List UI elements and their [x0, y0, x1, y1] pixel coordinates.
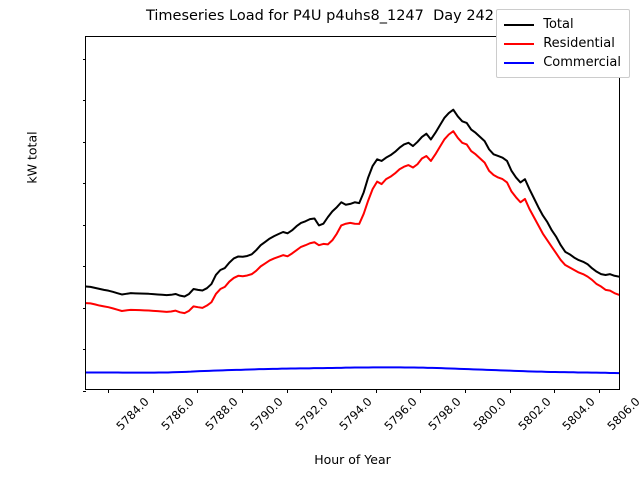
x-tick-mark [331, 389, 333, 393]
legend-label: Total [543, 17, 574, 32]
legend-entry-commercial[interactable]: Commercial [504, 53, 621, 72]
y-tick-mark [82, 224, 86, 226]
legend-swatch-total-icon [504, 23, 535, 26]
x-tick-mark [420, 389, 422, 393]
x-tick-label: 5800.0 [470, 394, 509, 433]
legend-swatch-residential-icon [504, 42, 535, 45]
x-tick-mark [464, 389, 466, 393]
y-tick-mark [82, 58, 86, 60]
x-tick-mark [286, 389, 288, 393]
x-tick-label: 5790.0 [247, 394, 286, 433]
x-tick-label: 5794.0 [336, 394, 375, 433]
x-tick-mark [598, 389, 600, 393]
x-tick-label: 5786.0 [158, 394, 197, 433]
series-line-commercial [86, 367, 619, 373]
x-tick-label: 5806.0 [604, 394, 640, 433]
legend-label: Commercial [543, 55, 621, 70]
legend-entry-residential[interactable]: Residential [504, 34, 621, 53]
plot-area [82, 36, 620, 393]
x-tick-label: 5792.0 [291, 394, 331, 433]
chart-legend: Total Residential Commercial [496, 9, 630, 78]
x-tick-label: 5796.0 [381, 394, 420, 433]
legend-entry-total[interactable]: Total [504, 15, 621, 34]
legend-label: Residential [543, 36, 615, 51]
x-axis-label: Hour of Year [314, 452, 391, 467]
x-tick-label: 5802.0 [514, 394, 554, 433]
x-tick-mark [375, 389, 377, 393]
x-tick-label: 5788.0 [202, 394, 242, 433]
y-tick-mark [82, 100, 86, 102]
series-line-total [86, 110, 619, 297]
x-tick-mark [242, 389, 244, 393]
x-tick-label: 5798.0 [425, 394, 465, 433]
y-tick-mark [82, 349, 86, 351]
x-tick-label: 5804.0 [559, 394, 598, 433]
legend-swatch-commercial-icon [504, 61, 535, 64]
y-tick-mark [82, 391, 86, 392]
y-axis-label: kW total [24, 131, 40, 184]
x-tick-mark [152, 389, 154, 393]
y-tick-mark [82, 183, 86, 185]
y-tick-mark [82, 266, 86, 268]
x-tick-mark [554, 389, 556, 393]
y-tick-mark [82, 307, 86, 309]
plot-lines [86, 37, 619, 389]
x-tick-label: 5784.0 [113, 394, 153, 433]
chart-title: Timeseries Load for P4U p4uhs8_1247 Day … [145, 8, 495, 24]
x-tick-mark [197, 389, 199, 393]
x-tick-mark [509, 389, 511, 393]
series-line-residential [86, 131, 619, 313]
y-tick-mark [82, 141, 86, 143]
x-tick-mark [108, 389, 110, 393]
